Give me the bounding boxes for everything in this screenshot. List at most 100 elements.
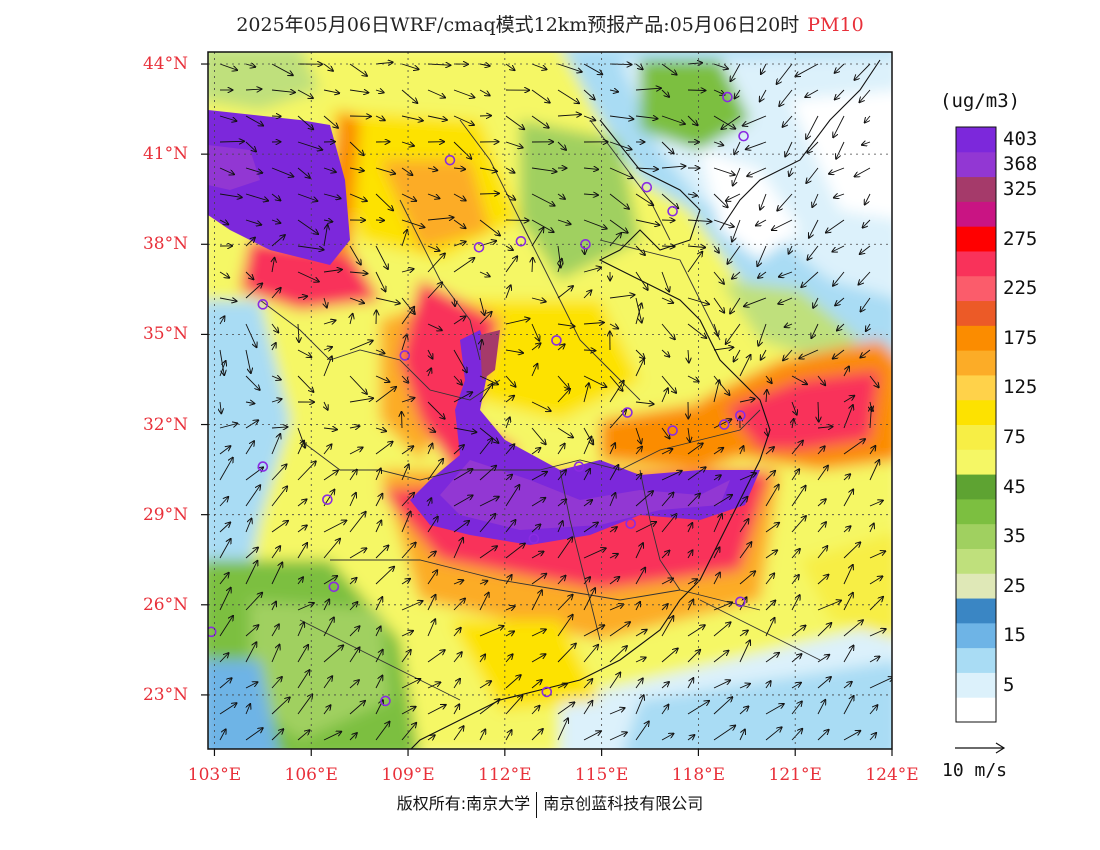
wind-arrow	[271, 464, 287, 481]
wind-arrow	[735, 89, 741, 98]
wind-arrow	[557, 718, 568, 741]
wind-arrow	[661, 578, 673, 585]
wind-arrow	[765, 550, 777, 559]
wind-arrow	[427, 444, 432, 455]
wind-arrow	[635, 245, 645, 255]
wind-arrow	[766, 390, 767, 403]
wind-arrow	[583, 523, 598, 533]
wind-arrow	[349, 375, 367, 394]
wind-arrow	[323, 428, 337, 430]
wind-arrow	[219, 573, 229, 585]
wind-arrow	[869, 657, 880, 663]
city-marker	[257, 461, 269, 472]
wind-arrow	[505, 193, 515, 200]
wind-arrow	[375, 350, 385, 353]
wind-arrow	[297, 167, 310, 178]
wind-arrow	[799, 349, 819, 358]
wind-arrow	[349, 341, 373, 351]
wind-arrow	[713, 89, 725, 95]
wind-arrow	[583, 548, 606, 559]
wind-arrow	[323, 521, 346, 533]
wind-arrow	[806, 167, 819, 183]
wind-arrow	[583, 437, 592, 455]
wind-arrow	[505, 696, 522, 715]
wind-arrow	[609, 324, 618, 329]
wind-arrow	[531, 89, 550, 103]
wind-arrow	[505, 396, 514, 403]
wind-arrow	[817, 499, 826, 507]
wind-arrow	[479, 219, 500, 235]
wind-arrow	[765, 653, 779, 663]
wind-arrow	[661, 89, 669, 97]
wind-arrow	[323, 115, 338, 128]
wind-arrow	[375, 193, 393, 210]
wind-arrow	[661, 682, 669, 689]
wind-arrow	[479, 375, 498, 384]
wind-arrow	[531, 629, 546, 637]
wind-arrow	[609, 732, 627, 741]
title-main: 2025年05月06日WRF/cmaq模式12km预报产品:05月06日20时	[236, 14, 800, 36]
wind-arrow	[323, 705, 331, 715]
wind-arrow	[583, 89, 595, 100]
city-marker	[473, 241, 485, 253]
wind-arrow	[687, 579, 697, 585]
wind-arrow	[746, 141, 767, 149]
wind-arrow	[731, 63, 741, 81]
wind-arrow	[734, 349, 741, 361]
wind-arrow	[733, 167, 741, 186]
wind-arrow	[583, 168, 598, 169]
wind-arrow	[323, 645, 343, 663]
wind-arrow	[219, 588, 231, 611]
wind-arrow	[375, 650, 383, 663]
colorbar-label: 275	[1003, 227, 1038, 250]
wind-arrow	[855, 167, 871, 177]
wind-arrow	[713, 651, 728, 663]
colorbar-swatch	[956, 350, 996, 376]
wind-arrow	[583, 701, 592, 715]
wind-arrow	[453, 599, 465, 611]
colorbar-swatch	[956, 523, 996, 549]
wind-arrow	[375, 271, 386, 291]
wind-arrow	[739, 597, 747, 611]
wind-arrow	[817, 655, 829, 663]
wind-arrow	[297, 245, 324, 250]
wind-arrow	[687, 246, 705, 248]
colorbar-swatch	[956, 647, 996, 673]
wind-arrow	[557, 63, 582, 72]
wind-arrow	[219, 678, 232, 689]
wind-arrow	[453, 726, 464, 741]
wind-arrow	[505, 675, 521, 689]
wind-arrow	[808, 141, 819, 153]
title-pollutant: PM10	[807, 14, 864, 36]
colorbar-label: 75	[1003, 425, 1026, 448]
wind-arrow	[795, 63, 819, 76]
colorbar-swatch	[956, 474, 996, 500]
wind-arrow	[557, 595, 573, 611]
city-marker	[208, 626, 217, 638]
wind-arrow	[836, 141, 845, 159]
wind-arrow	[375, 62, 393, 64]
wind-arrow	[687, 494, 700, 507]
wind-arrow	[869, 705, 877, 715]
wind-arrow	[713, 347, 733, 350]
wind-arrow	[843, 542, 860, 559]
wind-arrow	[635, 63, 643, 69]
wind-arrow	[453, 652, 462, 663]
wind-arrow	[375, 116, 385, 120]
wind-arrow	[732, 219, 741, 242]
wind-arrow	[505, 375, 516, 387]
wind-arrow	[219, 539, 231, 559]
wind-arrow	[843, 682, 852, 689]
colorbar-unit: (ug/m3)	[940, 90, 1021, 112]
wind-arrow	[479, 497, 499, 507]
colorbar-label: 368	[1003, 153, 1038, 176]
wind-arrow	[531, 167, 557, 172]
wind-arrow	[713, 573, 720, 585]
wind-arrow	[427, 254, 445, 273]
wind-arrow	[349, 493, 356, 507]
colorbar-swatch	[956, 548, 996, 574]
colorbar-frame	[955, 126, 997, 723]
wind-arrow	[833, 349, 845, 359]
wind-arrow	[505, 141, 523, 148]
